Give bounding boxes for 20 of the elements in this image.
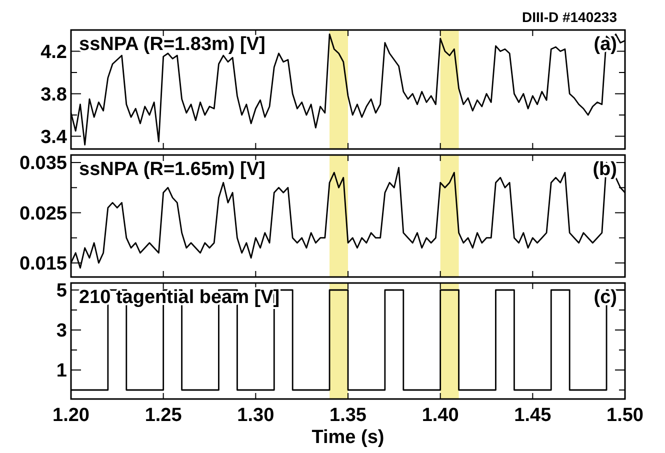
x-axis-title: Time (s) [312, 427, 384, 448]
x-tick-label: 1.30 [237, 405, 274, 426]
y-tick-label: 0.035 [19, 153, 68, 174]
y-tick-label: 3 [56, 320, 67, 342]
text: DIII-D #140233 [522, 9, 618, 25]
x-tick-label: 1.35 [330, 405, 367, 426]
y-tick-label: 3.8 [40, 84, 67, 106]
y-tick-label: 1 [56, 360, 68, 382]
x-tick-label: 1.45 [514, 405, 552, 426]
y-tick-label: 5 [56, 280, 68, 302]
chart-title: ssNPA (R=1.83m) [V] [79, 34, 266, 55]
y-tick-label: 0.025 [19, 203, 68, 224]
y-tick-label: 3.4 [40, 126, 68, 148]
chart-title: ssNPA (R=1.65m) [V] [79, 159, 266, 180]
y-tick-label: 4.2 [40, 42, 67, 63]
x-tick-label: 1.50 [606, 405, 644, 426]
y-tick-label: 0.015 [19, 254, 68, 275]
x-tick-label: 1.20 [52, 405, 90, 426]
x-tick-label: 1.40 [422, 405, 459, 426]
x-tick-label: 1.25 [144, 405, 182, 426]
